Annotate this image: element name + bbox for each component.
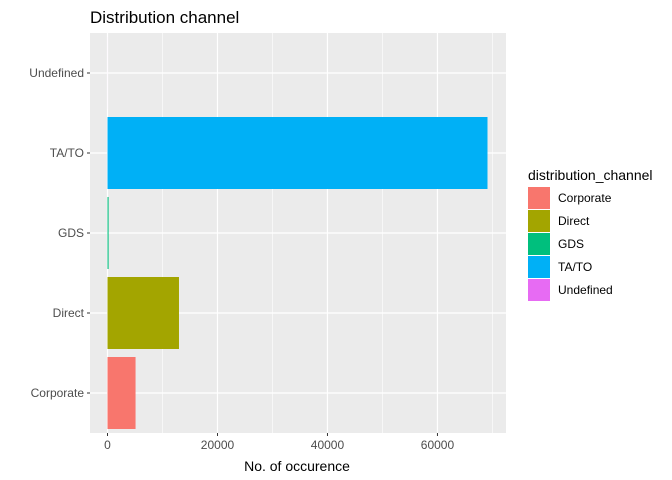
x-axis-title: No. of occurence: [244, 458, 350, 474]
legend-label: Corporate: [558, 191, 612, 205]
major-gridlines: [90, 33, 506, 433]
y-axis: Corporate Direct GDS TA/TO Undefined: [29, 66, 90, 400]
bars: [107, 37, 488, 429]
chart-title: Distribution channel: [90, 8, 239, 27]
y-tick-label: GDS: [58, 226, 84, 240]
legend-key: [528, 279, 550, 301]
legend-label: Undefined: [558, 283, 613, 297]
y-tick-label: Direct: [53, 306, 85, 320]
legend-label: TA/TO: [558, 260, 592, 274]
legend-key: [528, 187, 550, 209]
x-tick-label: 0: [104, 438, 111, 452]
y-tick-label: Undefined: [29, 66, 84, 80]
bar-gds: [107, 197, 109, 269]
legend-key: [528, 233, 550, 255]
bar-direct: [107, 277, 179, 349]
legend-label: Direct: [558, 214, 590, 228]
legend-key: [528, 210, 550, 232]
legend-title: distribution_channel: [528, 167, 653, 183]
y-tick-label: TA/TO: [50, 146, 84, 160]
x-tick-label: 40000: [311, 438, 345, 452]
x-tick-label: 60000: [421, 438, 455, 452]
legend-key: [528, 256, 550, 278]
bar-corporate: [107, 357, 136, 429]
x-tick-label: 20000: [201, 438, 235, 452]
legend: distribution_channel Corporate Direct GDS T…: [528, 167, 653, 301]
y-tick-label: Corporate: [31, 386, 85, 400]
legend-label: GDS: [558, 237, 584, 251]
bar-ta-to: [107, 117, 488, 189]
x-axis: 0 20000 40000 60000: [104, 433, 454, 452]
